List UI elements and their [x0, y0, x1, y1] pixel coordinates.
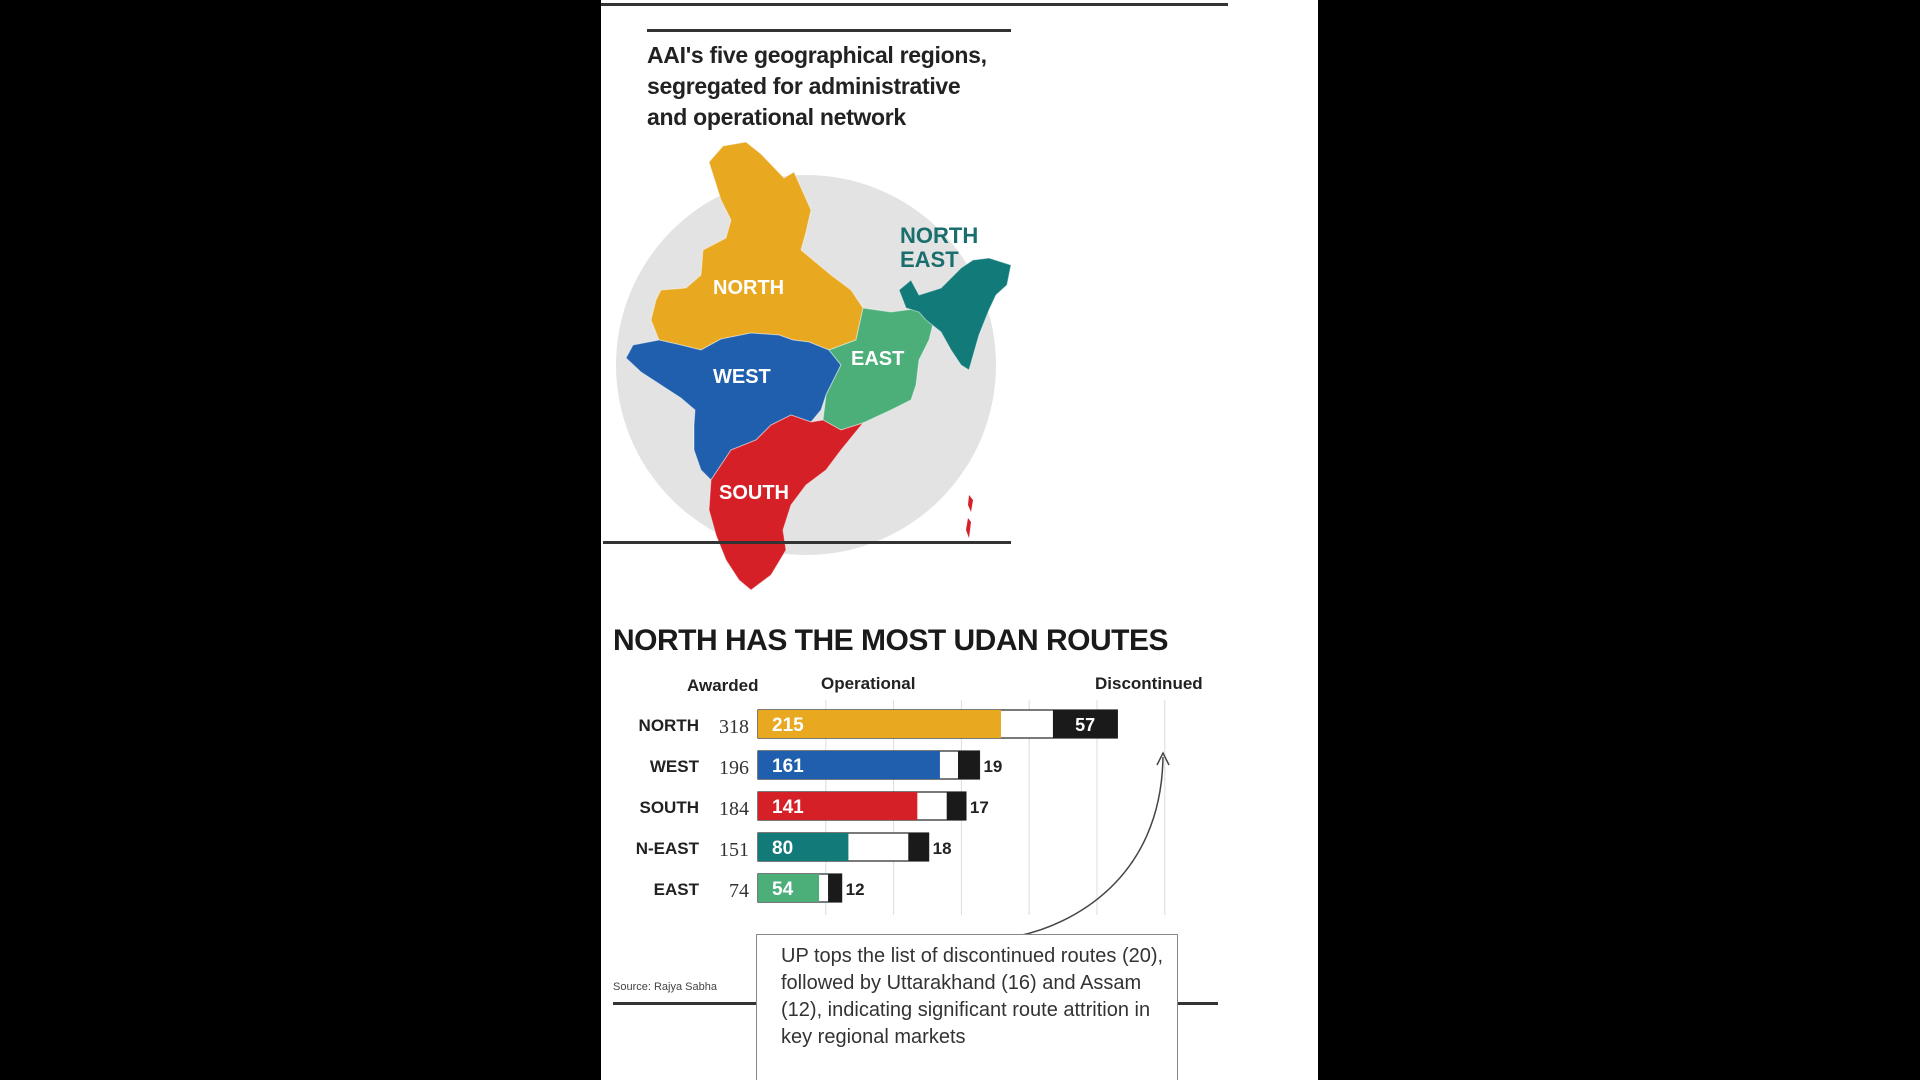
discontinued-bar: [946, 792, 966, 820]
row-awarded-value: 151: [719, 839, 749, 861]
bar-row: EAST 74 54 12: [654, 873, 865, 903]
chart-rows: NORTH 318 215 57 WEST 196 161 19 SOUTH 184 141 17 N-…: [636, 709, 1118, 903]
map-title-line-1: AAI's five geographical regions,: [647, 42, 987, 68]
row-category-label: N-EAST: [636, 839, 700, 858]
map-title: AAI's five geographical regions, segrega…: [647, 40, 1027, 133]
operational-bar: [758, 710, 1001, 738]
operational-bar: [758, 833, 849, 861]
region-south: [708, 414, 865, 590]
discontinued-value: 19: [983, 757, 1002, 776]
operational-value: 141: [772, 797, 804, 818]
col-header-awarded: Awarded: [687, 676, 759, 695]
region-label-north-east: NORTH EAST: [900, 224, 978, 272]
region-label-south: SOUTH: [719, 482, 789, 504]
operational-value: 161: [772, 756, 804, 777]
row-category-label: NORTH: [639, 716, 699, 735]
region-label-east: EAST: [851, 348, 904, 370]
row-category-label: EAST: [654, 880, 700, 899]
discontinued-value: 12: [846, 880, 865, 899]
map-title-line-2: segregated for administrative: [647, 73, 961, 99]
udan-routes-bar-chart: NORTH 318 215 57 WEST 196 161 19 SOUTH 184 141 17 N-…: [636, 700, 1166, 915]
discontinued-bar: [908, 833, 929, 861]
col-header-operational: Operational: [821, 674, 916, 693]
row-awarded-value: 74: [729, 880, 749, 902]
discontinued-bar: [828, 874, 842, 902]
title-rule: [647, 29, 1011, 32]
top-rule: [601, 3, 1228, 6]
region-label-north: NORTH: [713, 277, 784, 299]
operational-value: 215: [772, 715, 804, 736]
island-andaman: [968, 495, 973, 512]
source-credit: Source: Rajya Sabha: [613, 981, 717, 993]
bar-row: SOUTH 184 141 17: [640, 791, 989, 821]
map-title-line-3: and operational network: [647, 104, 906, 130]
island-andaman-2: [966, 518, 971, 538]
ne-label-line-2: EAST: [900, 247, 959, 272]
operational-value: 80: [772, 838, 793, 859]
operational-bar: [758, 874, 820, 902]
row-category-label: WEST: [650, 757, 700, 776]
bar-row: WEST 196 161 19: [650, 750, 1002, 780]
india-region-map: NORTH WEST EAST SOUTH: [616, 141, 1012, 590]
row-awarded-value: 184: [719, 798, 749, 820]
operational-value: 54: [772, 879, 794, 900]
infographic-panel: AAI's five geographical regions, segrega…: [601, 0, 1318, 1080]
discontinued-bar: [1052, 710, 1118, 738]
bar-row: N-EAST 151 80 18: [636, 832, 952, 862]
discontinued-bar: [958, 751, 980, 779]
row-awarded-value: 196: [719, 757, 749, 779]
operational-bar: [758, 792, 918, 820]
region-label-west: WEST: [713, 366, 771, 388]
chart-title: NORTH HAS THE MOST UDAN ROUTES: [613, 624, 1169, 657]
operational-bar: [758, 751, 940, 779]
row-category-label: SOUTH: [640, 798, 700, 817]
ne-label-line-1: NORTH: [900, 223, 979, 248]
callout-note: UP tops the list of discontinued routes …: [756, 934, 1178, 1080]
map-bottom-rule: [603, 541, 1011, 544]
region-north-east: [898, 257, 1012, 371]
bar-row: NORTH 318 215 57: [639, 709, 1118, 739]
discontinued-value: 18: [933, 839, 952, 858]
row-awarded-value: 318: [719, 716, 749, 738]
discontinued-value: 57: [1075, 715, 1095, 735]
col-header-discontinued: Discontinued: [1095, 674, 1203, 693]
discontinued-value: 17: [970, 798, 989, 817]
